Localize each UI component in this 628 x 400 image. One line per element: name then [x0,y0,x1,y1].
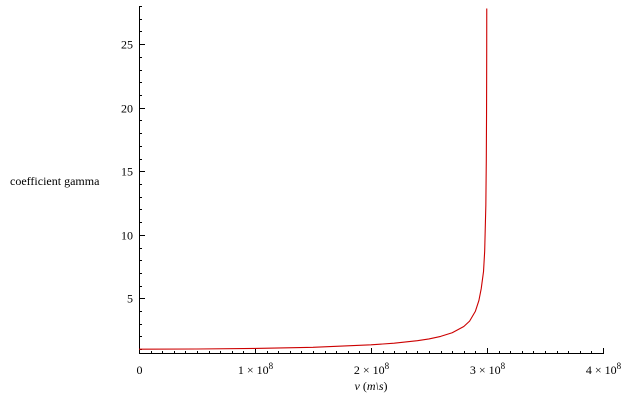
x-axis-title-unit: m\s [367,379,384,393]
x-axis-title: v (m\s) [355,379,388,393]
y-tick-label: 5 [127,292,133,306]
series-line [138,8,488,350]
y-tick-label: 25 [121,38,133,52]
x-axis-title-open: ( [360,379,367,393]
x-minor-ticks [151,351,592,353]
y-axis-title: coefficient gamma [10,174,100,188]
x-tick-label: 2 × 108 [354,361,390,377]
y-ticks: 5 10 15 20 25 [121,38,145,306]
x-axis-title-close: ) [384,379,388,393]
x-axis-title-var: v [355,379,361,393]
axes [139,6,604,354]
x-tick-label: 0 [137,363,143,377]
x-tick-label: 4 × 108 [586,361,622,377]
x-tick-label: 3 × 108 [470,361,506,377]
y-tick-label: 15 [121,165,133,179]
x-ticks: 0 1 × 108 2 × 108 3 × 108 4 × 108 [137,348,622,377]
x-tick-label: 1 × 108 [238,361,274,377]
series-points [139,8,487,349]
series-layer [138,8,488,350]
y-tick-label: 10 [121,229,133,243]
y-tick-label: 20 [121,102,133,116]
